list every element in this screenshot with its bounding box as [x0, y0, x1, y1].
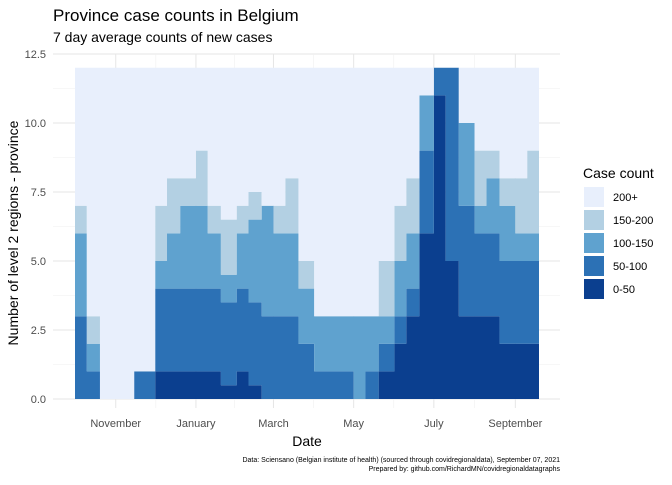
caption-prepared-by: Prepared by: github.com/RichardMN/covidr…: [369, 466, 561, 473]
series-area-0-50: [75, 95, 539, 400]
chart-title: Province case counts in Belgium: [53, 6, 299, 25]
legend-swatch: [584, 233, 604, 253]
x-tick-label: May: [343, 418, 364, 430]
x-tick-label: March: [258, 418, 289, 430]
y-tick-label: 5.0: [31, 256, 46, 268]
legend-swatch: [584, 210, 604, 230]
y-tick-label: 2.5: [31, 325, 46, 337]
y-tick-label: 7.5: [31, 187, 46, 199]
legend-label: 200+: [613, 192, 638, 204]
legend: Case count 200+ 150-200 100-150 50-100 0-50: [583, 165, 654, 299]
legend-swatch: [584, 187, 604, 207]
series-area-100-150: [75, 67, 539, 400]
caption-source: Data: Sciensano (Belgian institute of he…: [242, 457, 560, 464]
x-tick-label: November: [90, 418, 141, 430]
legend-label: 50-100: [613, 261, 647, 273]
legend-label: 100-150: [613, 238, 653, 250]
legend-label: 0-50: [613, 284, 635, 296]
y-tick-label: 10.0: [25, 118, 46, 130]
x-axis-label: Date: [292, 433, 322, 449]
legend-label: 150-200: [613, 215, 653, 227]
x-axis-ticks: November January March May July September: [90, 418, 542, 430]
y-tick-label: 12.5: [25, 49, 46, 61]
x-tick-label: January: [176, 418, 216, 430]
stacked-areas: [75, 67, 539, 400]
y-axis-label: Number of level 2 regions - province: [5, 120, 21, 345]
legend-items: 200+ 150-200 100-150 50-100 0-50: [584, 187, 653, 299]
series-area-200+: [75, 67, 539, 400]
chart-subtitle: 7 day average counts of new cases: [53, 29, 272, 45]
legend-title: Case count: [583, 165, 654, 181]
legend-swatch: [584, 256, 604, 276]
legend-swatch: [584, 279, 604, 299]
y-tick-label: 0.0: [31, 394, 46, 406]
y-axis-ticks: 0.0 2.5 5.0 7.5 10.0 12.5: [25, 49, 46, 406]
x-tick-label: July: [424, 418, 444, 430]
x-tick-label: September: [488, 418, 542, 430]
